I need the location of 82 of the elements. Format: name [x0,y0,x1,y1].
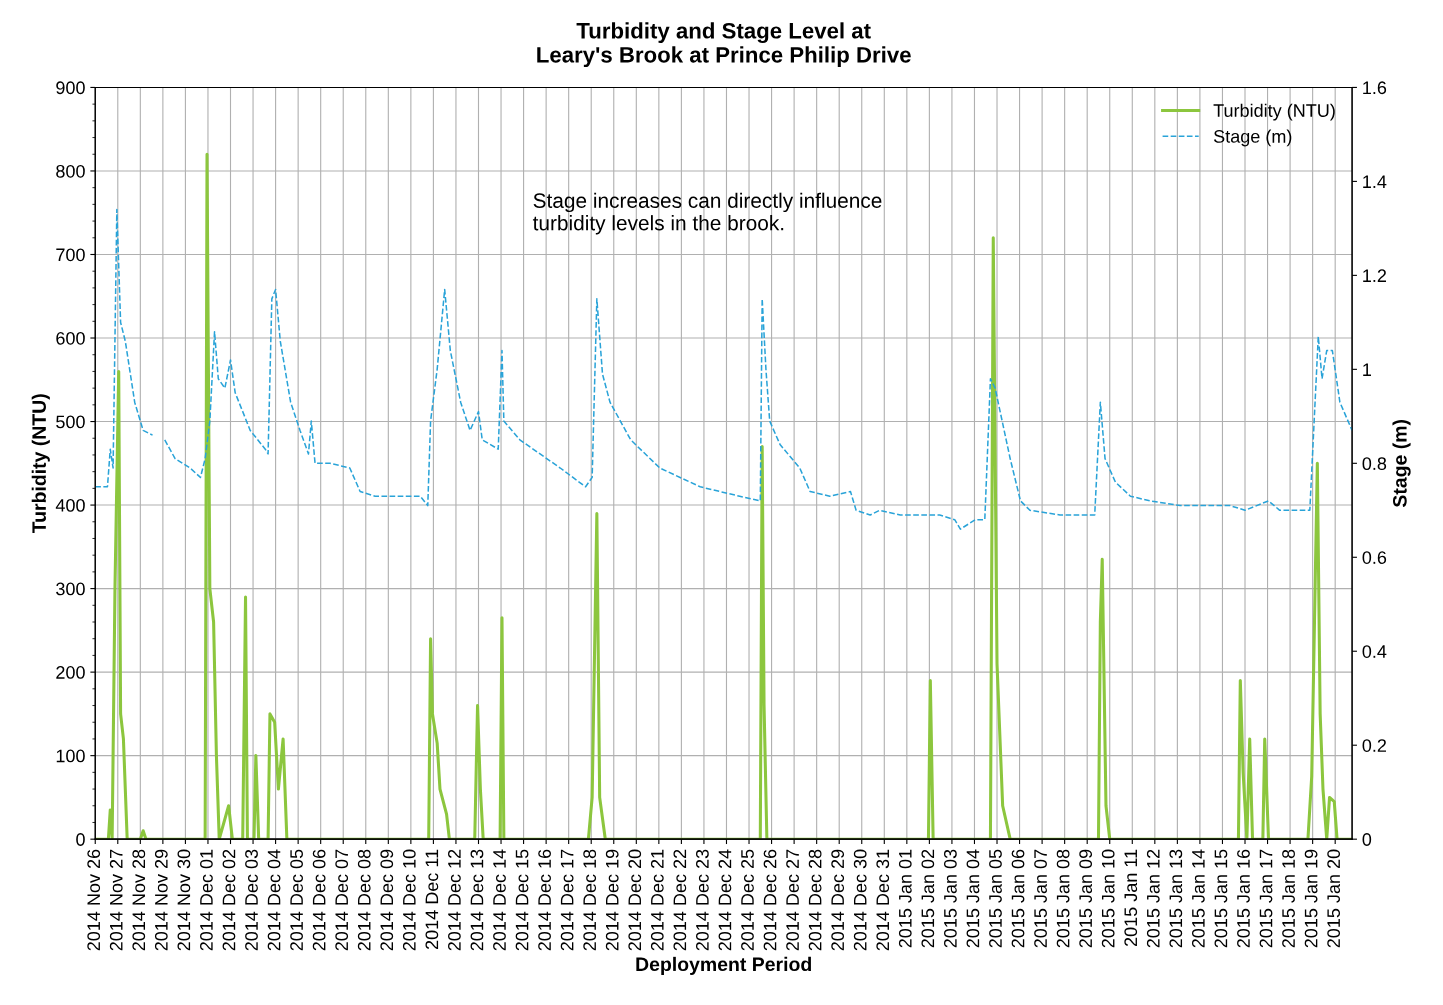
x-tick-label: 2015 Jan 14 [1191,849,1205,948]
x-tick-label: 2014 Dec 09 [380,849,394,951]
x-tick-label: 2014 Dec 02 [222,849,236,951]
x-tick-label: 2014 Nov 27 [109,849,123,951]
x-tick-label: 2015 Jan 04 [966,849,980,948]
x-tick-label: 2015 Jan 07 [1034,849,1047,948]
x-tick-label: 2014 Dec 29 [831,849,845,951]
x-tick-label: 2015 Jan 15 [1214,849,1228,948]
x-tick-label: 2015 Jan 17 [1259,849,1273,948]
x-tick-label: 2014 Dec 01 [200,849,213,951]
x-tick-label: 2014 Dec 15 [515,849,529,951]
x-axis-title: Deployment Period [636,956,811,975]
x-tick-label: 2014 Dec 20 [628,849,642,951]
x-tick-label: 2014 Nov 26 [87,849,101,951]
x-tick-label: 2015 Jan 08 [1056,849,1070,948]
y2-tick-label: 1.2 [1363,269,1387,282]
x-tick-label: 2015 Jan 19 [1304,849,1318,948]
y-tick-label: 800 [56,164,85,178]
x-tick-label: 2015 Jan 20 [1327,849,1341,948]
x-tick-label: 2014 Dec 21 [650,849,664,951]
x-tick-label: 2015 Jan 13 [1169,849,1183,948]
x-tick-label: 2015 Jan 09 [1079,849,1093,948]
x-tick-label: 2014 Dec 28 [808,849,822,951]
x-tick-label: 2015 Jan 01 [898,849,912,948]
x-tick-label: 2015 Jan 12 [1146,849,1160,948]
y2-tick-label: 1.6 [1363,81,1387,95]
y2-axis-title: Stage (m) [1392,419,1411,508]
y2-tick-label: 0.8 [1362,457,1387,471]
x-tick-label: 2014 Dec 12 [448,849,461,951]
x-tick-label: 2014 Dec 18 [583,849,597,951]
x-tick-label: 2014 Dec 26 [763,849,777,951]
y-tick-label: 0 [76,833,85,846]
x-tick-label: 2014 Nov 28 [132,849,146,951]
x-tick-label: 2014 Dec 30 [853,849,867,951]
y-tick-label: 700 [56,248,85,262]
y-tick-label: 300 [56,582,85,596]
x-tick-label: 2014 Nov 30 [177,849,191,951]
legend-label: Turbidity (NTU) [1213,103,1335,121]
y-tick-label: 100 [56,749,85,763]
y2-tick-label: 0.2 [1362,739,1387,752]
y-tick-label: 600 [56,331,85,345]
x-tick-label: 2015 Jan 03 [943,849,957,948]
x-tick-label: 2014 Dec 24 [718,849,732,951]
x-tick-label: 2015 Jan 16 [1237,849,1250,948]
x-tick-label: 2015 Jan 18 [1282,849,1295,948]
x-tick-label: 2014 Dec 19 [605,849,619,951]
x-tick-label: 2014 Dec 06 [312,849,326,951]
y2-tick-label: 1 [1363,363,1371,376]
x-tick-label: 2014 Dec 17 [560,849,574,951]
chart-title: Turbidity and Stage Level at Leary's Brook at Prince Philip Drive [537,22,911,68]
y-tick-label: 200 [56,666,85,679]
x-tick-label: 2014 Dec 22 [673,849,687,951]
annotation: Stage increases can directly influence turbidity levels in the brook. [532,192,882,235]
x-tick-label: 2015 Jan 11 [1124,849,1138,947]
x-tick-label: 2014 Dec 25 [741,849,754,951]
x-tick-label: 2014 Nov 29 [154,849,168,951]
y2-tick-label: 0.6 [1362,551,1387,564]
x-tick-label: 2014 Dec 27 [786,849,799,951]
x-tick-label: 2015 Jan 05 [989,849,1002,948]
x-tick-label: 2014 Dec 07 [335,849,349,951]
x-tick-label: 2015 Jan 10 [1101,849,1115,948]
x-tick-label: 2014 Dec 13 [470,849,484,951]
x-tick-label: 2014 Dec 11 [425,849,439,950]
y-tick-label: 400 [55,499,85,512]
x-tick-label: 2015 Jan 02 [921,849,935,948]
y-axis-title: Turbidity (NTU) [31,394,50,534]
y2-tick-label: 0.4 [1362,645,1387,658]
x-tick-label: 2014 Dec 05 [290,849,303,951]
x-tick-label: 2014 Dec 08 [357,849,371,951]
y-tick-label: 900 [56,81,85,95]
x-tick-label: 2014 Dec 04 [267,849,281,951]
y2-tick-label: 1.4 [1363,175,1387,188]
x-tick-label: 2014 Dec 14 [493,849,506,951]
y2-tick-label: 0 [1362,833,1372,846]
x-tick-label: 2014 Dec 23 [696,849,709,951]
x-tick-label: 2014 Dec 10 [402,849,416,951]
x-tick-label: 2015 Jan 06 [1011,849,1025,948]
x-tick-label: 2014 Dec 16 [538,849,551,951]
legend-label: Stage (m) [1213,129,1292,147]
x-tick-label: 2014 Dec 03 [245,849,258,951]
x-tick-label: 2014 Dec 31 [876,849,890,951]
y-tick-label: 500 [56,415,85,429]
